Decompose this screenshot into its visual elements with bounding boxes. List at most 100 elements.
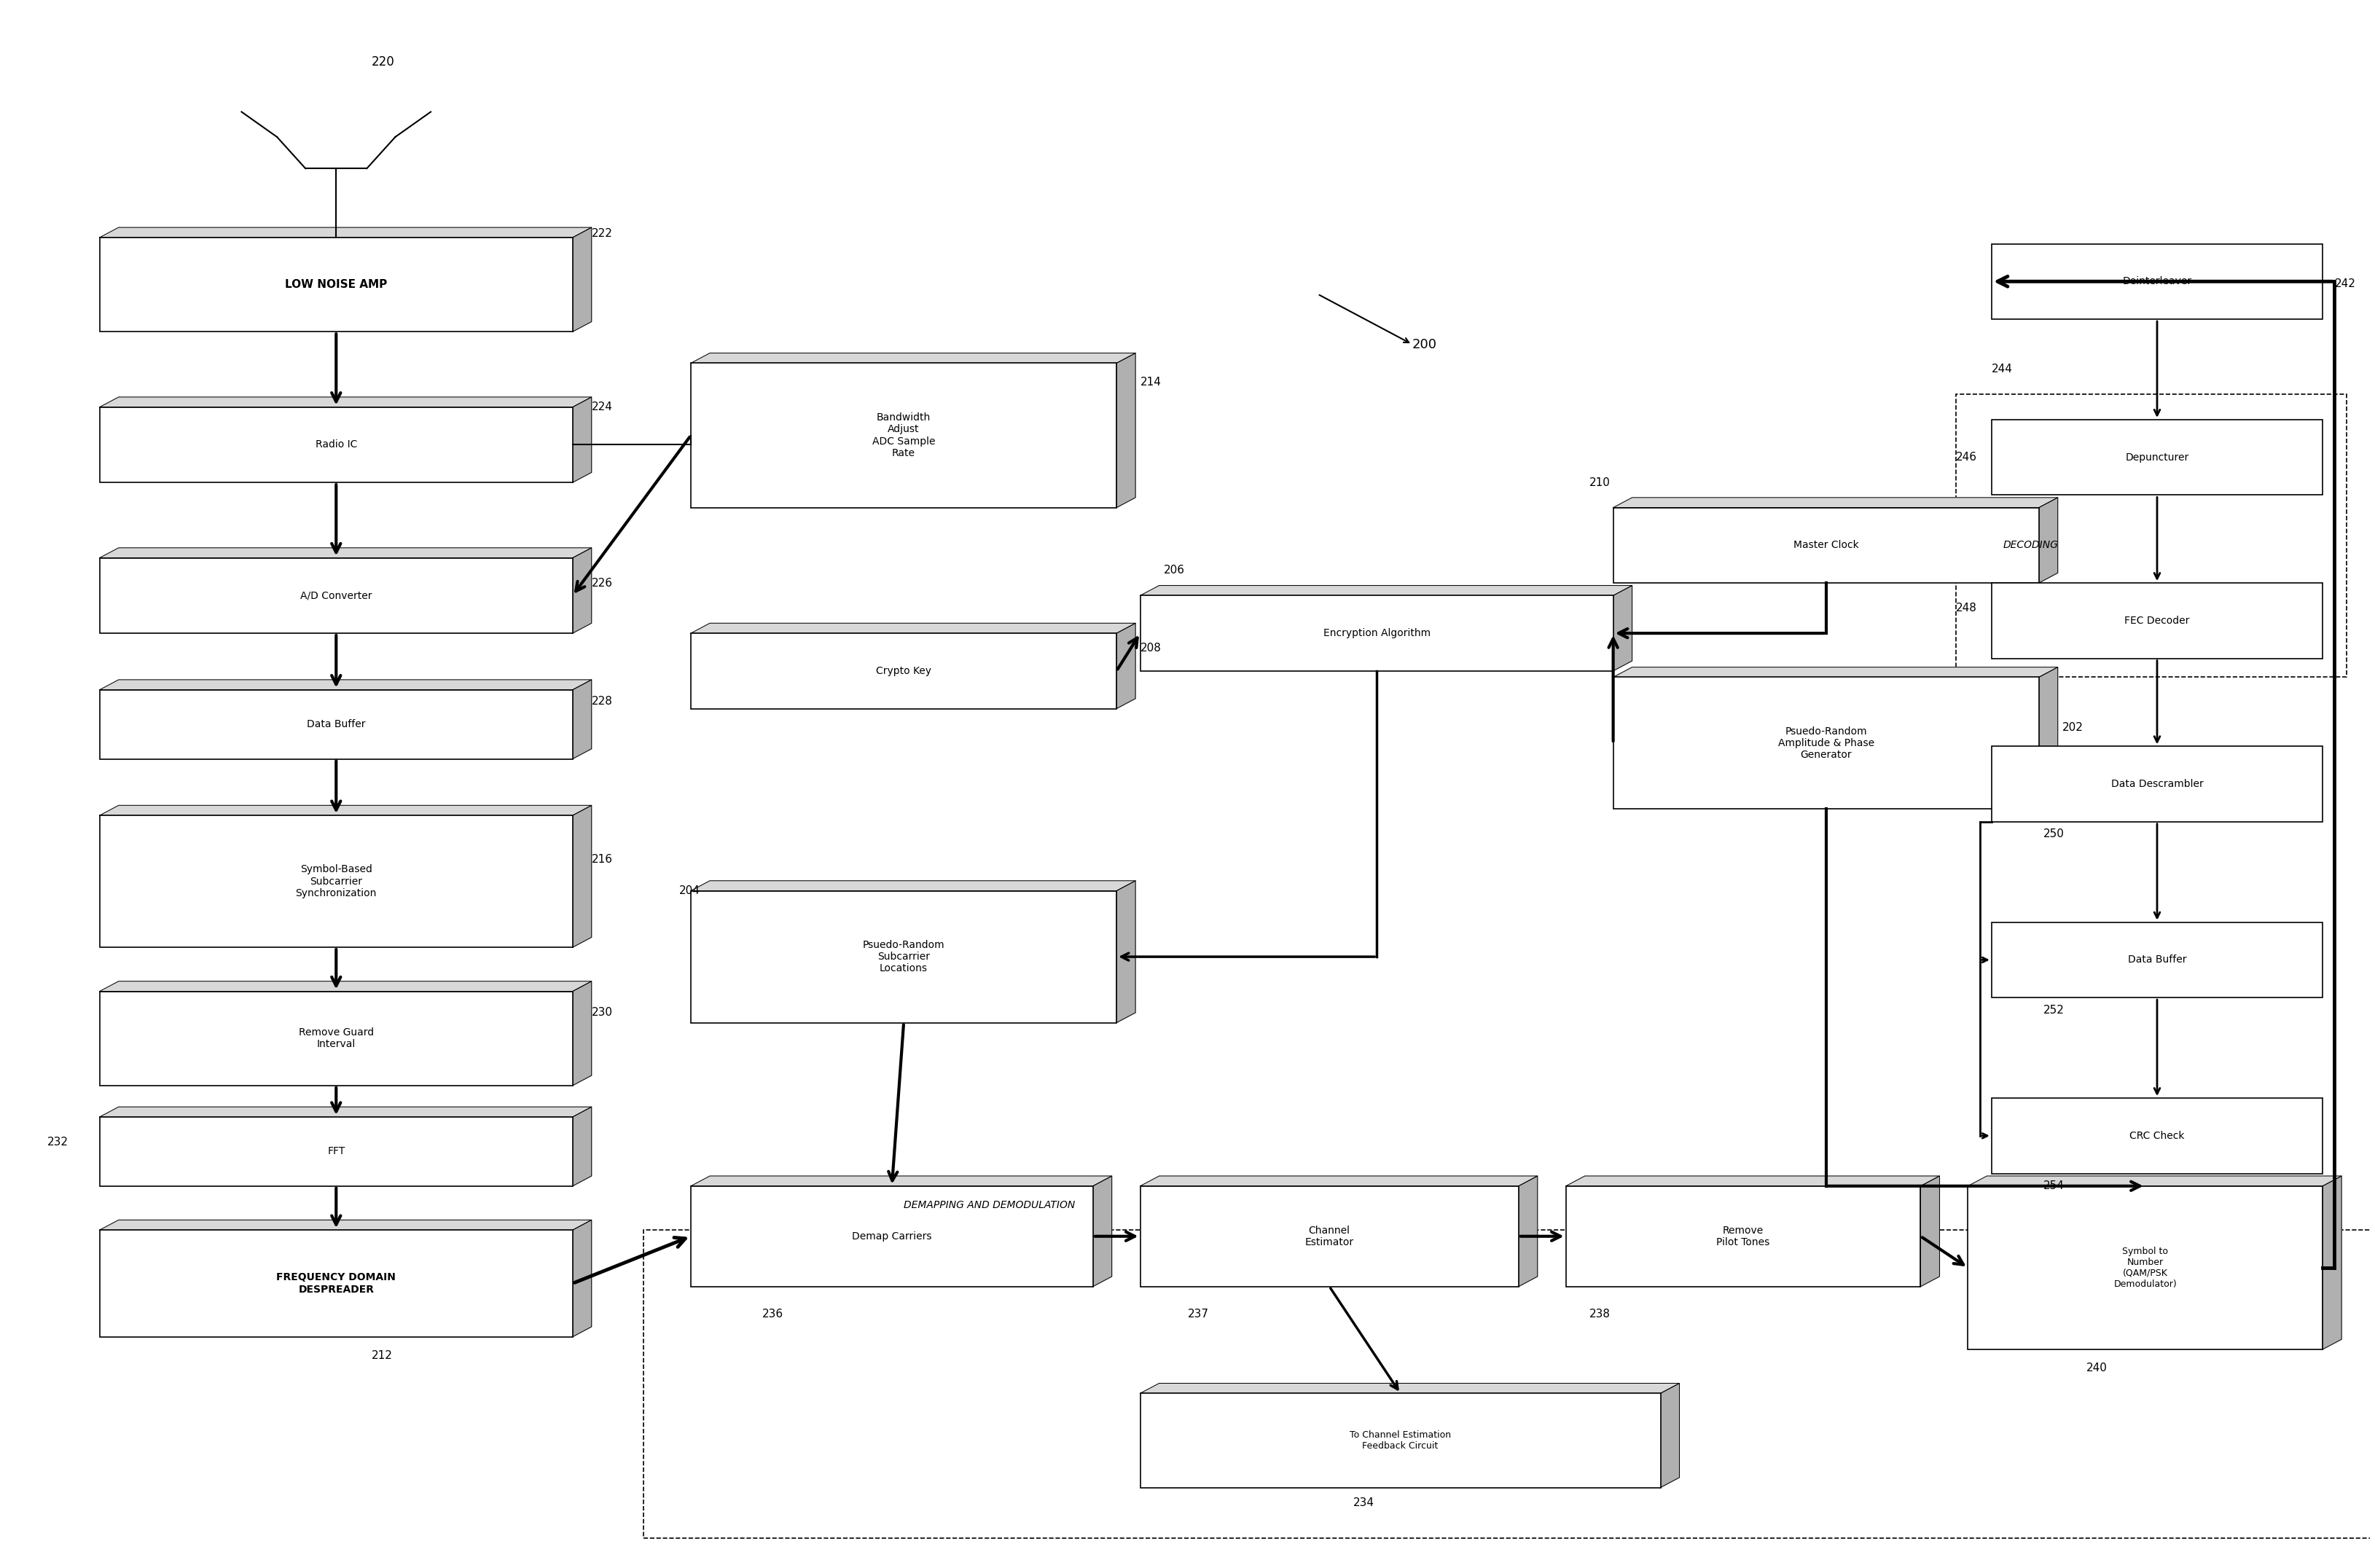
Polygon shape — [572, 227, 591, 332]
Polygon shape — [100, 806, 591, 815]
Text: Radio IC: Radio IC — [316, 439, 356, 450]
Polygon shape — [100, 397, 591, 408]
FancyBboxPatch shape — [1993, 746, 2323, 822]
Text: 200: 200 — [1413, 337, 1437, 351]
Text: 222: 222 — [591, 229, 613, 240]
Text: 254: 254 — [2042, 1181, 2064, 1192]
Text: Symbol to
Number
(QAM/PSK
Demodulator): Symbol to Number (QAM/PSK Demodulator) — [2114, 1247, 2178, 1289]
Text: Symbol-Based
Subcarrier
Synchronization: Symbol-Based Subcarrier Synchronization — [294, 864, 378, 898]
Polygon shape — [1613, 585, 1632, 671]
Text: 226: 226 — [591, 577, 613, 588]
Polygon shape — [100, 1107, 591, 1116]
FancyBboxPatch shape — [691, 364, 1116, 508]
Text: 240: 240 — [2085, 1363, 2107, 1374]
Text: 232: 232 — [48, 1137, 69, 1148]
Text: Deinterleaver: Deinterleaver — [2123, 276, 2192, 287]
Text: 246: 246 — [1957, 452, 1978, 463]
Polygon shape — [1613, 666, 2057, 677]
Text: 210: 210 — [1589, 477, 1610, 488]
Text: 212: 212 — [370, 1350, 392, 1361]
Text: 204: 204 — [679, 886, 701, 897]
FancyBboxPatch shape — [1993, 922, 2323, 997]
FancyBboxPatch shape — [1993, 243, 2323, 320]
FancyBboxPatch shape — [100, 558, 572, 633]
Text: FEC Decoder: FEC Decoder — [2126, 616, 2190, 626]
Text: CRC Check: CRC Check — [2130, 1131, 2185, 1142]
Polygon shape — [1518, 1176, 1537, 1286]
Polygon shape — [1613, 497, 2057, 508]
FancyBboxPatch shape — [100, 1116, 572, 1185]
Polygon shape — [572, 397, 591, 483]
Polygon shape — [1116, 353, 1135, 508]
FancyBboxPatch shape — [691, 891, 1116, 1022]
FancyBboxPatch shape — [1993, 583, 2323, 659]
Polygon shape — [1565, 1176, 1940, 1185]
Polygon shape — [100, 227, 591, 237]
FancyBboxPatch shape — [1969, 1185, 2323, 1350]
FancyBboxPatch shape — [100, 815, 572, 947]
Text: Channel
Estimator: Channel Estimator — [1304, 1225, 1354, 1247]
Text: 234: 234 — [1354, 1497, 1375, 1508]
Text: Bandwidth
Adjust
ADC Sample
Rate: Bandwidth Adjust ADC Sample Rate — [872, 412, 936, 458]
Text: DEMAPPING AND DEMODULATION: DEMAPPING AND DEMODULATION — [905, 1200, 1076, 1210]
Text: FFT: FFT — [328, 1146, 344, 1157]
Polygon shape — [691, 881, 1135, 891]
Polygon shape — [100, 1220, 591, 1229]
Text: 242: 242 — [2335, 279, 2356, 290]
Text: 230: 230 — [591, 1007, 613, 1018]
Text: Psuedo-Random
Amplitude & Phase
Generator: Psuedo-Random Amplitude & Phase Generato… — [1779, 726, 1874, 760]
Text: 237: 237 — [1188, 1309, 1209, 1320]
Text: Depuncturer: Depuncturer — [2126, 452, 2190, 463]
Text: 224: 224 — [591, 401, 613, 412]
FancyBboxPatch shape — [100, 1229, 572, 1338]
Polygon shape — [572, 1107, 591, 1185]
FancyBboxPatch shape — [100, 408, 572, 483]
Polygon shape — [572, 982, 591, 1085]
Text: Psuedo-Random
Subcarrier
Locations: Psuedo-Random Subcarrier Locations — [862, 939, 945, 974]
Text: Data Descrambler: Data Descrambler — [2111, 779, 2204, 789]
Text: LOW NOISE AMP: LOW NOISE AMP — [285, 279, 387, 290]
Text: 228: 228 — [591, 696, 613, 707]
Polygon shape — [2323, 1176, 2342, 1350]
Polygon shape — [1140, 1176, 1537, 1185]
Text: Master Clock: Master Clock — [1793, 541, 1860, 550]
Polygon shape — [100, 982, 591, 991]
Text: Crypto Key: Crypto Key — [876, 666, 931, 676]
Text: Data Buffer: Data Buffer — [2128, 955, 2187, 964]
Polygon shape — [572, 806, 591, 947]
Polygon shape — [100, 679, 591, 690]
FancyBboxPatch shape — [1140, 1394, 1660, 1488]
FancyBboxPatch shape — [1613, 677, 2038, 809]
FancyBboxPatch shape — [100, 237, 572, 332]
Text: To Channel Estimation
Feedback Circuit: To Channel Estimation Feedback Circuit — [1349, 1430, 1451, 1450]
FancyBboxPatch shape — [100, 991, 572, 1085]
Text: 250: 250 — [2042, 829, 2064, 840]
Text: DECODING: DECODING — [2004, 541, 2059, 550]
Polygon shape — [691, 1176, 1112, 1185]
Text: A/D Converter: A/D Converter — [299, 591, 373, 601]
Polygon shape — [1092, 1176, 1112, 1286]
Text: Remove Guard
Interval: Remove Guard Interval — [299, 1027, 373, 1049]
Text: Remove
Pilot Tones: Remove Pilot Tones — [1717, 1225, 1769, 1247]
FancyBboxPatch shape — [100, 690, 572, 759]
Text: 202: 202 — [2062, 721, 2083, 732]
Text: Demap Carriers: Demap Carriers — [853, 1231, 931, 1242]
Text: 220: 220 — [370, 55, 394, 67]
Polygon shape — [1969, 1176, 2342, 1185]
Text: 244: 244 — [1993, 364, 2012, 375]
Text: 236: 236 — [762, 1309, 784, 1320]
Polygon shape — [100, 547, 591, 558]
FancyBboxPatch shape — [691, 1185, 1092, 1286]
Text: 238: 238 — [1589, 1309, 1610, 1320]
Polygon shape — [691, 353, 1135, 364]
Polygon shape — [1140, 1383, 1679, 1394]
Text: 214: 214 — [1140, 376, 1161, 387]
FancyBboxPatch shape — [1993, 1098, 2323, 1173]
Polygon shape — [691, 622, 1135, 633]
Text: Encryption Algorithm: Encryption Algorithm — [1323, 629, 1430, 638]
Polygon shape — [572, 1220, 591, 1338]
FancyBboxPatch shape — [1140, 1185, 1518, 1286]
Polygon shape — [1660, 1383, 1679, 1488]
Text: 252: 252 — [2042, 1005, 2064, 1016]
Polygon shape — [1116, 881, 1135, 1022]
